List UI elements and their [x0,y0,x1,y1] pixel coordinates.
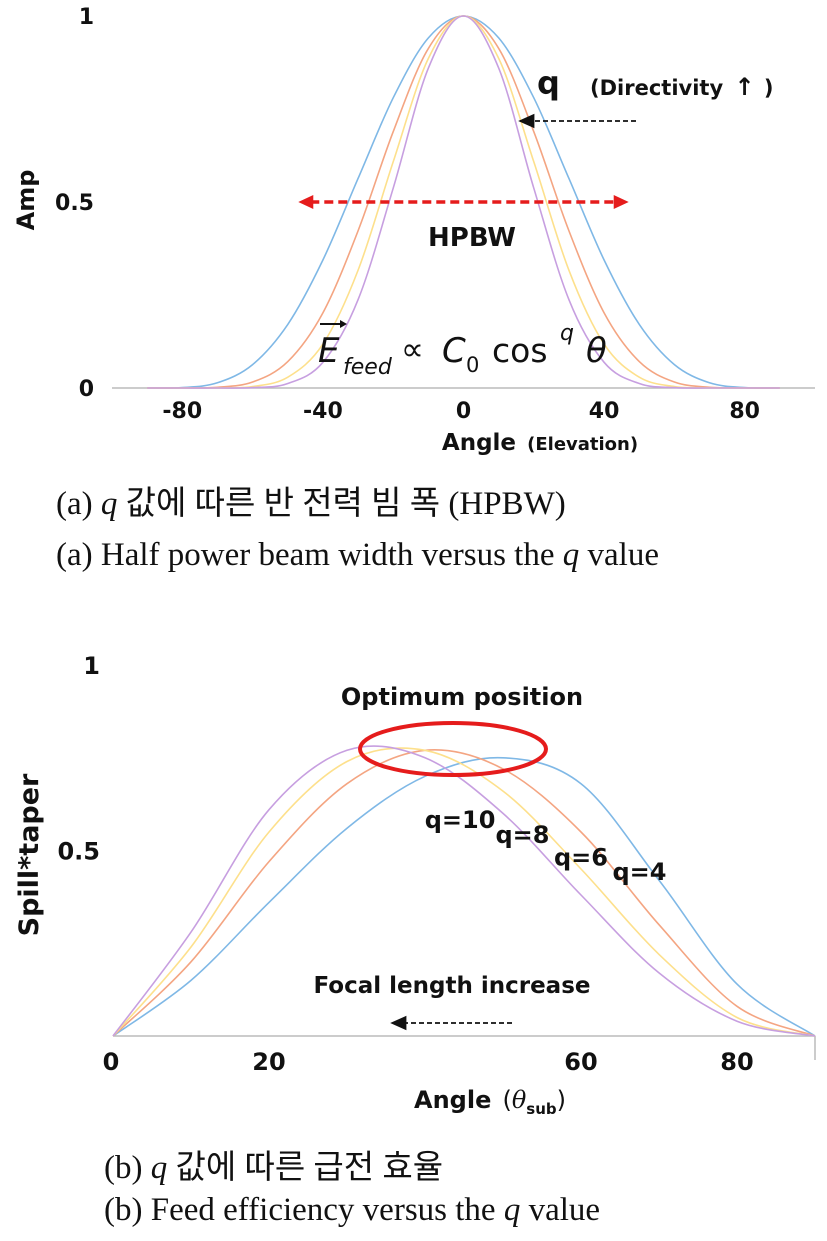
chart-b-x-tick: 0 [103,1048,120,1076]
chart-b-ylabel: Spill*taper [14,773,45,936]
focal-length-label: Focal length increase [314,973,591,999]
chart-b-y-ticks: 0.51 [57,652,100,866]
hpbw-arrow-left-head [298,195,314,209]
chart-b-line-q10 [112,745,816,1037]
chart-b-x-tick: 60 [564,1048,597,1076]
feed-formula: E feed ∝ C 0 cos q θ [318,320,607,380]
chart-a-y-tick: 0.5 [55,191,94,216]
chart-b-line-q8 [112,747,816,1037]
svg-text:q: q [560,321,574,346]
caption-a-english: (a) Half power beam width versus the q v… [56,537,659,573]
chart-b-x-tick: 20 [252,1048,285,1076]
svg-text:C: C [442,331,466,371]
chart-b-y-tick: 0.5 [57,838,100,866]
hpbw-arrow-right-head [613,195,629,209]
caption-b-english: (b) Feed efficiency versus the q value [104,1192,601,1228]
chart-b-series-label: q=6 [554,843,608,871]
chart-a-ylabel: Amp [12,170,40,231]
optimum-position-label: Optimum position [341,683,583,711]
chart-a-y-ticks: 00.51 [55,5,94,402]
svg-text:cos: cos [492,331,548,370]
chart-a-x-tick: 40 [589,399,620,424]
chart-b-series-label: q=8 [496,821,550,849]
chart-a-x-ticks: -80 -40 0 40 80 [162,399,760,424]
chart-b-series-label: q=4 [613,858,667,886]
chart-a-x-tick: -40 [303,399,343,424]
chart-b-line-q4 [112,756,816,1037]
caption-a-korean: (a) q 값에 따른 반 전력 빔 폭 (HPBW) [56,486,566,522]
chart-b-series-labels: q=4q=6q=8q=10 [425,806,667,886]
chart-a: -80 -40 0 40 80 00.51 Amp Angle (Elevation) … [12,5,815,456]
optimum-position-ellipse [358,721,548,777]
chart-a-y-tick: 1 [79,5,94,30]
q-annotation-label: q [537,64,560,102]
chart-b-y-tick: 1 [83,652,100,680]
chart-b-xlabel: Angle (θsub) [414,1086,566,1118]
directivity-label: (Directivity ↑ ) [590,73,773,101]
chart-a-series-group [147,15,780,389]
chart-a-xlabel: Angle (Elevation) [442,430,638,456]
chart-b: 0 20 60 80 0.51 q=4q=6q=8q=10 Spill*taper A… [14,652,816,1118]
chart-a-x-tick: 0 [456,399,471,424]
chart-b-line-q6 [112,749,816,1037]
svg-text:feed: feed [343,355,393,380]
chart-a-y-tick: 0 [79,377,94,402]
chart-b-series-group [112,745,816,1037]
svg-text:∝: ∝ [401,330,424,368]
svg-text:θ: θ [586,331,607,371]
svg-text:0: 0 [466,353,479,377]
svg-text:E: E [318,331,340,371]
chart-b-x-ticks: 0 20 60 80 [103,1048,754,1076]
chart-b-series-label: q=10 [425,806,496,834]
hpbw-label: HPBW [428,223,516,253]
chart-a-x-tick: 80 [729,399,760,424]
chart-a-line-q10 [147,15,780,389]
chart-a-x-tick: -80 [162,399,202,424]
chart-b-x-tick: 80 [720,1048,753,1076]
caption-b-korean: (b) q 값에 따른 급전 효율 [104,1150,444,1186]
